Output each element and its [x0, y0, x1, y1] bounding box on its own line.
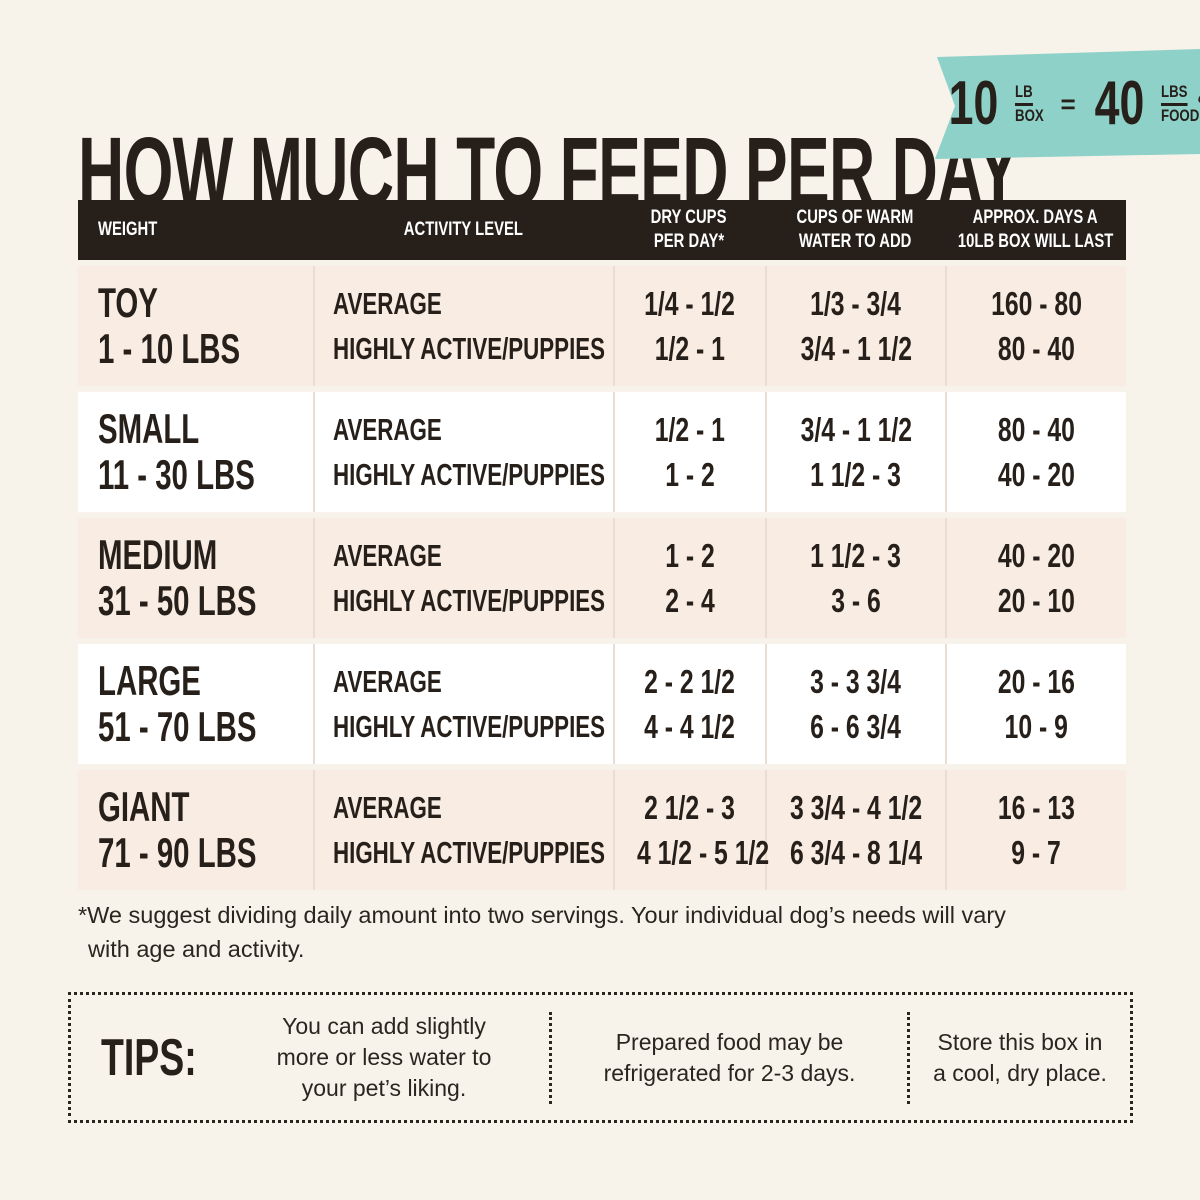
activity-highly-active: HIGHLY ACTIVE/PUPPIES — [333, 709, 606, 744]
tip-refrigerate: Prepared food may be refrigerated for 2-… — [603, 1028, 856, 1086]
size-label: GIANT — [98, 783, 190, 830]
table-row-giant: GIANT 71 - 90 LBS AVERAGE HIGHLY ACTIVE/… — [78, 770, 1126, 890]
activity-average: AVERAGE — [333, 664, 442, 699]
water-cell: 3 3/4 - 4 1/2 6 3/4 - 8 1/4 — [765, 770, 945, 890]
dry-cups-cell: 1/4 - 1/2 1/2 - 1 — [613, 266, 765, 386]
tips-divider — [907, 1011, 910, 1104]
table-header-row: WEIGHT ACTIVITY LEVEL DRY CUPS PER DAY* … — [78, 200, 1126, 260]
water-cell: 1/3 - 3/4 3/4 - 1 1/2 — [765, 266, 945, 386]
ribbon-of-label: of — [1198, 90, 1200, 106]
dry-cups-cell: 2 1/2 - 3 4 1/2 - 5 1/2 — [613, 770, 769, 890]
activity-cell: AVERAGE HIGHLY ACTIVE/PUPPIES — [313, 770, 613, 890]
activity-average: AVERAGE — [333, 286, 442, 321]
days-cell: 160 - 80 80 - 40 — [945, 266, 1126, 386]
activity-average: AVERAGE — [333, 412, 442, 447]
weight-cell: MEDIUM 31 - 50 LBS — [78, 518, 313, 638]
tips-box: TIPS: You can add slightly more or less … — [68, 992, 1133, 1123]
days-cell: 16 - 13 9 - 7 — [945, 770, 1126, 890]
footnote-line-2: with age and activity. — [88, 936, 305, 962]
activity-cell: AVERAGE HIGHLY ACTIVE/PUPPIES — [313, 644, 613, 764]
tips-label: TIPS: — [101, 1028, 197, 1087]
tip-water-adjust: You can add slightly more or less water … — [276, 1013, 492, 1101]
weight-cell: GIANT 71 - 90 LBS — [78, 770, 313, 890]
ribbon-badge: 10 LB BOX = 40 LBS of FOOD! — [930, 48, 1200, 160]
weight-range: 71 - 90 LBS — [98, 829, 257, 876]
water-cell: 1 1/2 - 3 3 - 6 — [765, 518, 945, 638]
days-cell: 20 - 16 10 - 9 — [945, 644, 1126, 764]
activity-cell: AVERAGE HIGHLY ACTIVE/PUPPIES — [313, 392, 613, 512]
activity-highly-active: HIGHLY ACTIVE/PUPPIES — [333, 583, 606, 618]
ribbon-lbs-label: LBS — [1160, 82, 1188, 106]
ribbon-unit-lbs-food: LBS of FOOD! — [1160, 82, 1200, 125]
header-days-box-lasts: APPROX. DAYS A 10LB BOX WILL LAST — [957, 207, 1114, 252]
activity-average: AVERAGE — [333, 538, 442, 573]
days-cell: 40 - 20 20 - 10 — [945, 518, 1126, 638]
activity-average: AVERAGE — [333, 790, 442, 825]
weight-range: 31 - 50 LBS — [98, 577, 257, 624]
table-row-medium: MEDIUM 31 - 50 LBS AVERAGE HIGHLY ACTIVE… — [78, 518, 1126, 638]
days-cell: 80 - 40 40 - 20 — [945, 392, 1126, 512]
footnote: *We suggest dividing daily amount into t… — [78, 898, 1006, 966]
activity-cell: AVERAGE HIGHLY ACTIVE/PUPPIES — [313, 266, 613, 386]
ribbon-food-label: FOOD! — [1160, 106, 1200, 125]
size-label: MEDIUM — [98, 531, 218, 578]
ribbon-value-40: 40 — [1094, 69, 1144, 138]
activity-cell: AVERAGE HIGHLY ACTIVE/PUPPIES — [313, 518, 613, 638]
weight-cell: TOY 1 - 10 LBS — [78, 266, 313, 386]
weight-range: 1 - 10 LBS — [98, 325, 241, 372]
header-dry-cups: DRY CUPS PER DAY* — [651, 207, 727, 252]
ribbon-lb-label: LB — [1014, 82, 1033, 106]
ribbon-value-10: 10 — [948, 69, 998, 138]
equals-sign: = — [1060, 88, 1076, 119]
table-row-small: SMALL 11 - 30 LBS AVERAGE HIGHLY ACTIVE/… — [78, 392, 1126, 512]
size-label: LARGE — [98, 657, 201, 704]
header-warm-water: CUPS OF WARM WATER TO ADD — [796, 207, 914, 252]
tip-storage: Store this box in a cool, dry place. — [933, 1028, 1107, 1086]
activity-highly-active: HIGHLY ACTIVE/PUPPIES — [333, 835, 606, 870]
activity-highly-active: HIGHLY ACTIVE/PUPPIES — [333, 457, 606, 492]
weight-range: 51 - 70 LBS — [98, 703, 257, 750]
feeding-table: WEIGHT ACTIVITY LEVEL DRY CUPS PER DAY* … — [78, 200, 1126, 890]
activity-highly-active: HIGHLY ACTIVE/PUPPIES — [333, 331, 606, 366]
header-weight: WEIGHT — [98, 219, 158, 241]
footnote-line-1: *We suggest dividing daily amount into t… — [78, 902, 1006, 928]
water-cell: 3/4 - 1 1/2 1 1/2 - 3 — [765, 392, 945, 512]
tips-divider — [549, 1011, 552, 1104]
ribbon-banner-shape — [935, 49, 1200, 159]
weight-cell: SMALL 11 - 30 LBS — [78, 392, 313, 512]
weight-cell: LARGE 51 - 70 LBS — [78, 644, 313, 764]
table-row-large: LARGE 51 - 70 LBS AVERAGE HIGHLY ACTIVE/… — [78, 644, 1126, 764]
ribbon-content: 10 LB BOX = 40 LBS of FOOD! — [948, 48, 1200, 160]
dry-cups-cell: 1/2 - 1 1 - 2 — [613, 392, 765, 512]
ribbon-box-label: BOX — [1014, 106, 1044, 125]
table-row-toy: TOY 1 - 10 LBS AVERAGE HIGHLY ACTIVE/PUP… — [78, 266, 1126, 386]
dry-cups-cell: 1 - 2 2 - 4 — [613, 518, 765, 638]
ribbon-unit-lb-box: LB BOX — [1014, 82, 1052, 125]
size-label: SMALL — [98, 405, 200, 452]
weight-range: 11 - 30 LBS — [98, 451, 255, 498]
header-activity-level: ACTIVITY LEVEL — [403, 219, 523, 241]
water-cell: 3 - 3 3/4 6 - 6 3/4 — [765, 644, 945, 764]
dry-cups-cell: 2 - 2 1/2 4 - 4 1/2 — [613, 644, 765, 764]
size-label: TOY — [98, 279, 158, 326]
